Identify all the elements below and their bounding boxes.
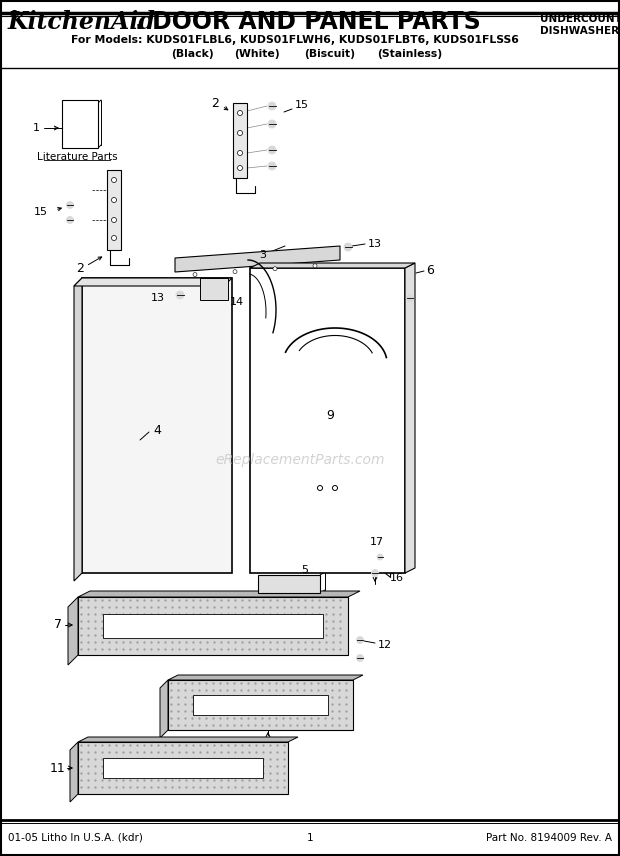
Bar	[233, 103, 247, 178]
Text: 10: 10	[208, 288, 222, 298]
Circle shape	[268, 102, 276, 110]
Bar	[103, 758, 263, 778]
Text: Part No. 8194009 Rev. A: Part No. 8194009 Rev. A	[486, 833, 612, 843]
Circle shape	[66, 201, 74, 209]
Bar	[250, 268, 405, 573]
Circle shape	[268, 146, 276, 154]
Text: 1: 1	[307, 833, 313, 843]
Polygon shape	[68, 597, 78, 665]
Bar	[193, 695, 328, 715]
Text: 11: 11	[50, 762, 66, 775]
Circle shape	[237, 130, 242, 135]
Text: (Stainless): (Stainless)	[378, 49, 443, 59]
Circle shape	[233, 270, 237, 274]
Polygon shape	[78, 737, 298, 742]
Circle shape	[268, 162, 276, 170]
Text: 3: 3	[260, 250, 267, 260]
Text: 2: 2	[211, 97, 219, 110]
Text: 17: 17	[370, 537, 384, 547]
Circle shape	[356, 655, 363, 662]
Text: (Black): (Black)	[170, 49, 213, 59]
Circle shape	[237, 151, 242, 156]
Text: 1: 1	[33, 123, 40, 133]
Text: 7: 7	[54, 619, 62, 632]
Text: eReplacementParts.com: eReplacementParts.com	[215, 453, 385, 467]
Bar	[258, 575, 320, 593]
Circle shape	[268, 120, 276, 128]
Text: 16: 16	[390, 573, 404, 583]
Circle shape	[112, 235, 117, 241]
Bar	[168, 680, 353, 730]
Circle shape	[313, 264, 317, 268]
Circle shape	[407, 294, 414, 301]
Text: For Models: KUDS01FLBL6, KUDS01FLWH6, KUDS01FLBT6, KUDS01FLSS6: For Models: KUDS01FLBL6, KUDS01FLWH6, KU…	[71, 35, 519, 45]
Circle shape	[356, 637, 363, 644]
Bar	[103, 615, 323, 638]
Text: 2: 2	[76, 261, 84, 275]
Text: 8: 8	[264, 735, 272, 748]
Text: Literature Parts: Literature Parts	[37, 152, 117, 162]
Text: 14: 14	[230, 297, 244, 307]
Text: 13: 13	[151, 293, 165, 303]
Bar	[82, 278, 232, 573]
Polygon shape	[74, 278, 232, 286]
Text: . DOOR AND PANEL PARTS: . DOOR AND PANEL PARTS	[135, 10, 480, 34]
Text: 15: 15	[295, 100, 309, 110]
Text: KitchenAid: KitchenAid	[8, 10, 156, 34]
Polygon shape	[74, 278, 82, 581]
Text: 5: 5	[301, 565, 309, 575]
Polygon shape	[70, 742, 78, 802]
Bar	[200, 278, 228, 300]
Circle shape	[193, 272, 197, 276]
Circle shape	[371, 569, 378, 576]
Text: ®: ®	[8, 10, 19, 20]
Polygon shape	[405, 263, 415, 573]
Text: 6: 6	[426, 264, 434, 276]
Circle shape	[317, 485, 322, 490]
Bar	[78, 597, 348, 655]
Text: 01-05 Litho In U.S.A. (kdr): 01-05 Litho In U.S.A. (kdr)	[8, 833, 143, 843]
Bar	[78, 742, 288, 794]
Circle shape	[377, 554, 383, 560]
Circle shape	[112, 177, 117, 182]
Circle shape	[176, 291, 184, 299]
Text: 12: 12	[378, 640, 392, 650]
Circle shape	[344, 243, 352, 251]
Bar	[62, 100, 98, 148]
Circle shape	[237, 110, 242, 116]
Text: (White): (White)	[234, 49, 280, 59]
Text: UNDERCOUNTER: UNDERCOUNTER	[540, 14, 620, 24]
Circle shape	[273, 267, 277, 270]
Text: 15: 15	[34, 207, 48, 217]
Circle shape	[112, 198, 117, 203]
Text: 4: 4	[153, 424, 161, 437]
Polygon shape	[160, 680, 168, 738]
Text: 13: 13	[368, 239, 382, 249]
Polygon shape	[175, 246, 340, 272]
Text: (Biscuit): (Biscuit)	[304, 49, 355, 59]
Bar	[107, 170, 121, 250]
Text: DISHWASHER: DISHWASHER	[540, 26, 619, 36]
Text: 9: 9	[326, 408, 334, 421]
Circle shape	[112, 217, 117, 223]
Circle shape	[237, 165, 242, 170]
Circle shape	[66, 217, 74, 223]
Polygon shape	[250, 263, 415, 268]
Circle shape	[332, 485, 337, 490]
Polygon shape	[168, 675, 363, 680]
Polygon shape	[78, 591, 360, 597]
